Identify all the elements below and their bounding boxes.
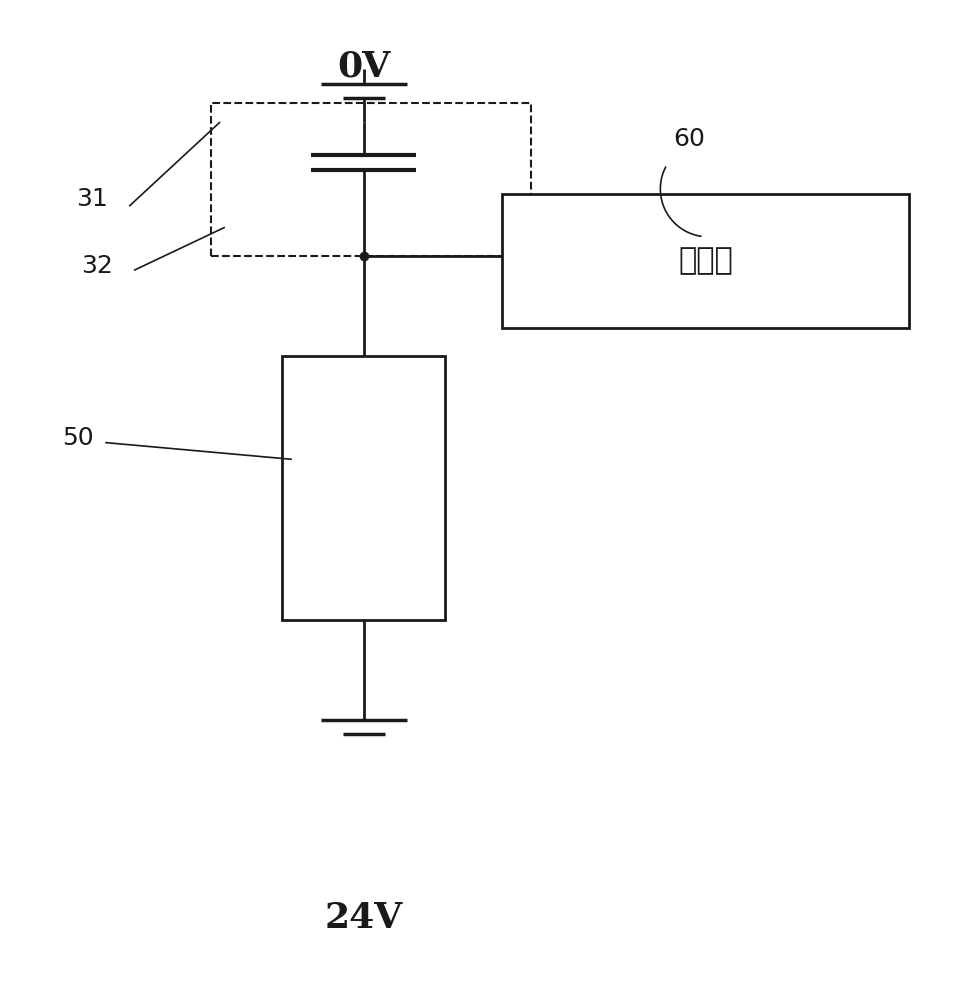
Text: 50: 50 [62, 426, 94, 450]
FancyBboxPatch shape [502, 194, 909, 328]
Text: 31: 31 [77, 187, 108, 211]
Text: 24V: 24V [324, 901, 403, 935]
Text: 处理器: 处理器 [679, 246, 733, 275]
Text: 60: 60 [673, 127, 705, 151]
Text: 0V: 0V [337, 50, 390, 84]
FancyBboxPatch shape [282, 356, 445, 620]
Text: 32: 32 [81, 254, 113, 278]
